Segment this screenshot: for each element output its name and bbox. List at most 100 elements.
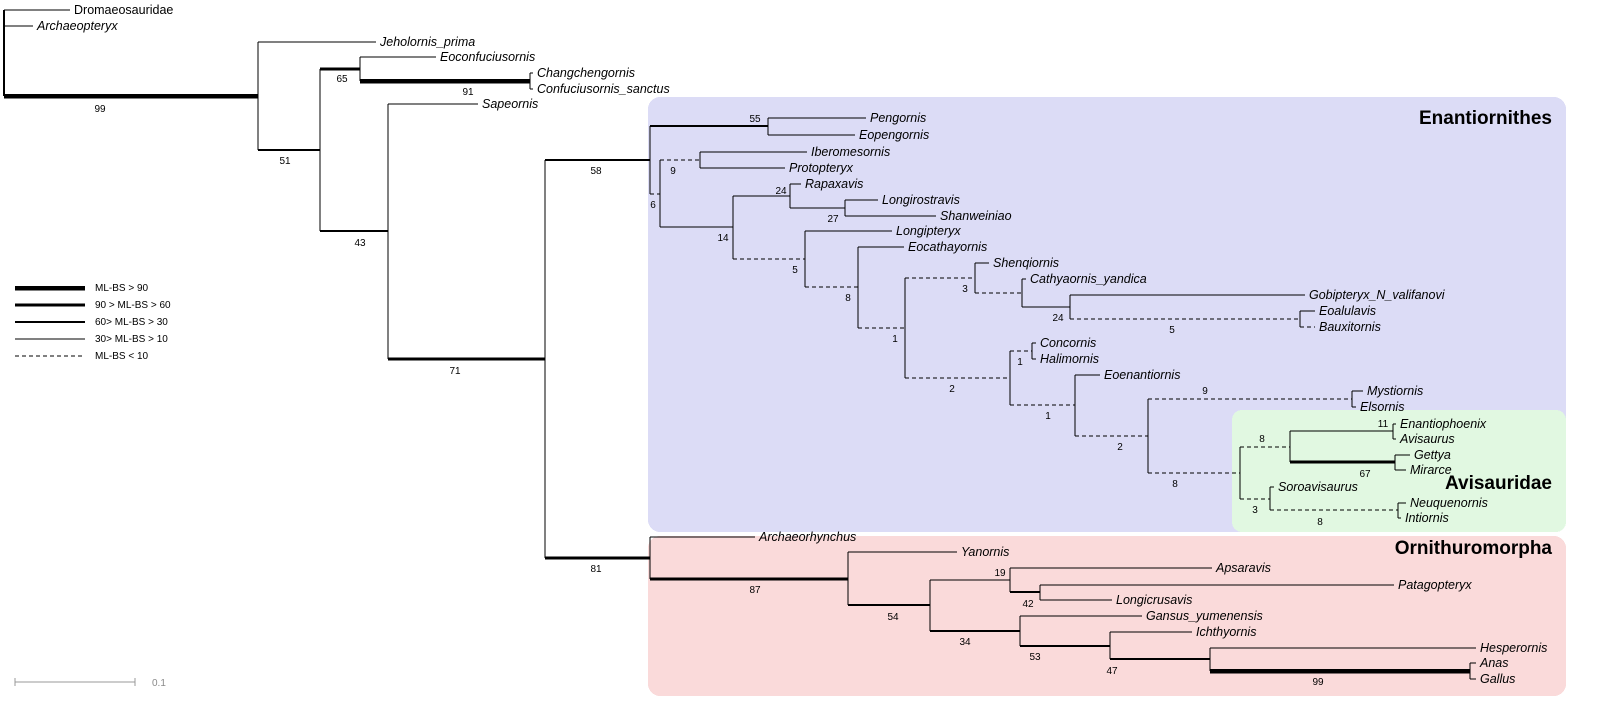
scale-bar-label: 0.1 bbox=[152, 678, 166, 689]
support-value: 54 bbox=[887, 612, 899, 623]
taxon-label-shenqiornis: Shenqiornis bbox=[993, 256, 1059, 270]
taxon-label-rapaxavis: Rapaxavis bbox=[805, 177, 863, 191]
taxon-label-longipteryx: Longipteryx bbox=[896, 224, 961, 238]
support-value: 34 bbox=[959, 637, 971, 648]
support-value: 5 bbox=[1169, 325, 1175, 336]
support-value: 3 bbox=[1252, 505, 1258, 516]
taxon-label-patagopteryx: Patagopteryx bbox=[1398, 578, 1472, 592]
taxon-label-yanornis: Yanornis bbox=[961, 545, 1009, 559]
support-value: 11 bbox=[1378, 419, 1389, 430]
support-value: 81 bbox=[590, 564, 602, 575]
support-value: 47 bbox=[1106, 666, 1118, 677]
support-value: 43 bbox=[354, 238, 366, 249]
clade-label-ornithuromorpha: Ornithuromorpha bbox=[1395, 538, 1553, 559]
support-value: 53 bbox=[1029, 652, 1041, 663]
taxon-labels: Dromaeosauridae Archaeopteryx Jeholornis… bbox=[36, 3, 1547, 686]
support-value: 1 bbox=[1017, 357, 1023, 368]
support-value: 55 bbox=[749, 114, 761, 125]
support-value: 5 bbox=[792, 265, 798, 276]
taxon-label-apsaravis: Apsaravis bbox=[1215, 561, 1271, 575]
taxon-label-protopteryx: Protopteryx bbox=[789, 161, 854, 175]
support-value: 1 bbox=[1045, 411, 1051, 422]
support-values: 99 51 65 91 43 71 58 81 55 6 9 14 24 27 … bbox=[94, 74, 1388, 688]
support-value: 24 bbox=[775, 186, 787, 197]
support-value: 8 bbox=[1172, 479, 1178, 490]
taxon-label-sapeornis: Sapeornis bbox=[482, 97, 538, 111]
taxon-label-changchengornis: Changchengornis bbox=[537, 66, 635, 80]
clade-label-enantiornithes: Enantiornithes bbox=[1419, 108, 1552, 129]
taxon-label-archaeorhynchus: Archaeorhynchus bbox=[758, 530, 856, 544]
taxon-label-cathyaornis: Cathyaornis_yandica bbox=[1030, 272, 1147, 286]
taxon-label-pengornis: Pengornis bbox=[870, 111, 926, 125]
support-value: 9 bbox=[1202, 386, 1208, 397]
support-value: 1 bbox=[892, 334, 898, 345]
support-value: 99 bbox=[94, 104, 106, 115]
support-value: 2 bbox=[949, 384, 955, 395]
taxon-label-eopengornis: Eopengornis bbox=[859, 128, 929, 142]
support-value: 8 bbox=[1317, 517, 1323, 528]
support-value: 14 bbox=[717, 233, 729, 244]
support-value: 2 bbox=[1117, 442, 1123, 453]
taxon-label-jeholornis: Jeholornis_prima bbox=[379, 35, 475, 49]
enantiornithes-branches bbox=[649, 117, 1410, 519]
branch-support-legend: ML-BS > 90 90 > ML-BS > 60 60> ML-BS > 3… bbox=[15, 283, 171, 362]
taxon-label-ichthyornis: Ichthyornis bbox=[1196, 625, 1256, 639]
taxon-label-eocathayornis: Eocathayornis bbox=[908, 240, 987, 254]
support-value: 9 bbox=[670, 166, 676, 177]
taxon-label-confuciusornis: Confuciusornis_sanctus bbox=[537, 82, 670, 96]
taxon-label-concornis: Concornis bbox=[1040, 336, 1096, 350]
taxon-label-intiornis: Intiornis bbox=[1405, 511, 1449, 525]
support-value: 8 bbox=[845, 293, 851, 304]
taxon-label-enantiophoenix: Enantiophoenix bbox=[1400, 417, 1487, 431]
legend-label: ML-BS > 90 bbox=[95, 283, 149, 294]
taxon-label-eoenantiornis: Eoenantiornis bbox=[1104, 368, 1180, 382]
taxon-label-longicrusavis: Longicrusavis bbox=[1116, 593, 1192, 607]
support-value: 87 bbox=[749, 585, 761, 596]
support-value: 67 bbox=[1359, 469, 1371, 480]
taxon-label-eoconfuciusornis: Eoconfuciusornis bbox=[440, 50, 535, 64]
legend-label: 60> ML-BS > 30 bbox=[95, 317, 168, 328]
taxon-label-soroavisaurus: Soroavisaurus bbox=[1278, 480, 1358, 494]
clade-label-avisauridae: Avisauridae bbox=[1445, 473, 1552, 494]
support-value: 65 bbox=[336, 74, 348, 85]
support-value: 27 bbox=[827, 214, 839, 225]
taxon-label-gobipteryx: Gobipteryx_N_valifanovi bbox=[1309, 288, 1446, 302]
support-value: 71 bbox=[449, 366, 461, 377]
taxon-label-iberomesornis: Iberomesornis bbox=[811, 145, 890, 159]
taxon-label-mirarce: Mirarce bbox=[1410, 463, 1452, 477]
taxon-label-dromaeosauridae: Dromaeosauridae bbox=[74, 3, 173, 17]
support-value: 99 bbox=[1312, 677, 1324, 688]
taxon-label-avisaurus: Avisaurus bbox=[1399, 432, 1455, 446]
taxon-label-longirostravis: Longirostravis bbox=[882, 193, 960, 207]
support-value: 51 bbox=[279, 156, 291, 167]
support-value: 19 bbox=[994, 568, 1006, 579]
taxon-label-neuquenornis: Neuquenornis bbox=[1410, 496, 1488, 510]
support-value: 91 bbox=[462, 87, 474, 98]
taxon-label-halimornis: Halimornis bbox=[1040, 352, 1099, 366]
support-value: 24 bbox=[1052, 313, 1064, 324]
support-value: 42 bbox=[1022, 599, 1034, 610]
basal-branches bbox=[2, 9, 650, 560]
support-value: 8 bbox=[1259, 434, 1265, 445]
taxon-label-elsornis: Elsornis bbox=[1360, 400, 1404, 414]
taxon-label-shanweiniao: Shanweiniao bbox=[940, 209, 1012, 223]
legend-label: ML-BS < 10 bbox=[95, 351, 149, 362]
support-value: 6 bbox=[650, 200, 656, 211]
taxon-label-gettya: Gettya bbox=[1414, 448, 1451, 462]
ornithuromorpha-branches bbox=[649, 536, 1476, 680]
scale-bar: 0.1 bbox=[14, 678, 166, 689]
taxon-label-anas: Anas bbox=[1479, 656, 1509, 670]
support-value: 58 bbox=[590, 166, 602, 177]
taxon-label-eoalulavis: Eoalulavis bbox=[1319, 304, 1376, 318]
legend-label: 30> ML-BS > 10 bbox=[95, 334, 168, 345]
taxon-label-hesperornis: Hesperornis bbox=[1480, 641, 1547, 655]
legend-label: 90 > ML-BS > 60 bbox=[95, 300, 171, 311]
support-value: 3 bbox=[962, 284, 968, 295]
taxon-label-mystiornis: Mystiornis bbox=[1367, 384, 1423, 398]
taxon-label-gallus: Gallus bbox=[1480, 672, 1515, 686]
avisauridae-box bbox=[1232, 410, 1566, 532]
taxon-label-archaeopteryx: Archaeopteryx bbox=[36, 19, 118, 33]
taxon-label-gansus: Gansus_yumenensis bbox=[1146, 609, 1263, 623]
